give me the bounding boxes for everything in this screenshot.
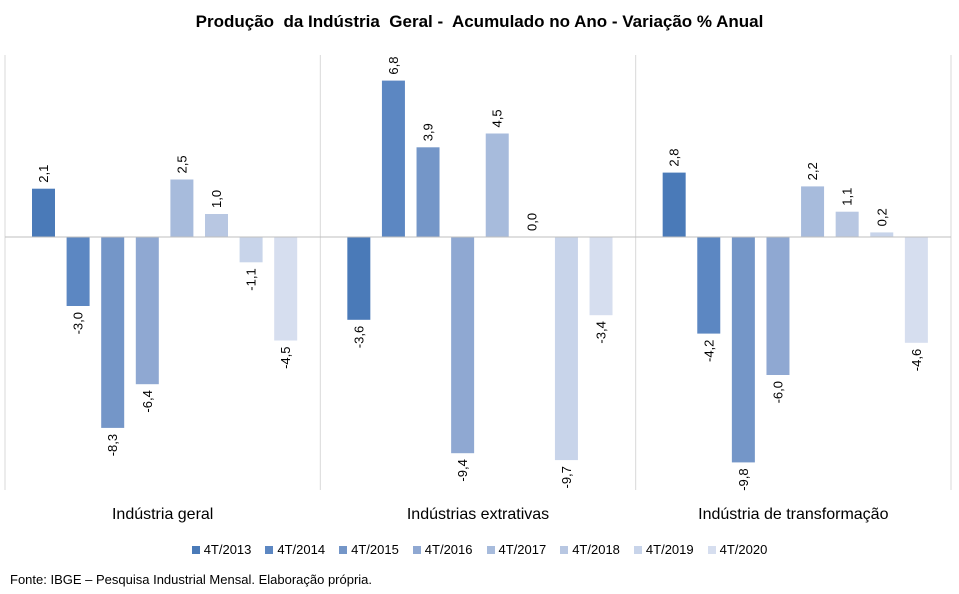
legend-swatch [412, 545, 421, 554]
bar [870, 232, 894, 237]
data-label: -9,7 [559, 466, 574, 488]
legend-label: 4T/2019 [645, 542, 694, 557]
data-label: 0,0 [524, 213, 539, 231]
bar [589, 237, 613, 316]
bar [32, 188, 55, 237]
data-label: -3,0 [71, 312, 86, 334]
bar [101, 237, 125, 428]
legend: 4T/2013 4T/2014 4T/2015 4T/2016 4T/2017 4T/20… [0, 542, 959, 557]
legend-item: 4T/2014 [265, 542, 325, 557]
data-label: 2,8 [667, 149, 682, 167]
bar [801, 186, 825, 237]
legend-item: 4T/2018 [560, 542, 620, 557]
legend-swatch [265, 545, 274, 554]
data-label: -4,5 [278, 347, 293, 369]
legend-label: 4T/2015 [351, 542, 399, 557]
legend-label: 4T/2013 [203, 542, 252, 557]
category-label: Indústrias extrativas [407, 506, 549, 523]
data-label: 0,2 [874, 208, 889, 226]
data-label: -4,2 [701, 340, 716, 362]
legend-swatch [339, 545, 348, 554]
data-label: 2,1 [36, 165, 51, 183]
data-label: -3,6 [351, 326, 366, 348]
legend-label: 4T/2020 [719, 542, 768, 557]
legend-swatch [560, 545, 569, 554]
legend-item: 4T/2020 [707, 542, 768, 557]
data-label: 4,5 [490, 109, 505, 127]
legend-swatch [633, 545, 642, 554]
data-label: -9,8 [736, 468, 751, 490]
data-label: -1,1 [244, 268, 259, 290]
bar [205, 214, 228, 237]
data-label: 6,8 [386, 57, 401, 75]
data-label: -4,6 [909, 349, 924, 371]
data-label: 2,2 [805, 162, 820, 180]
data-label: -6,4 [140, 390, 155, 412]
chart-title: Produção da Indústria Geral - Acumulado … [195, 12, 764, 31]
bar [66, 237, 90, 306]
data-label: 3,9 [421, 123, 436, 141]
legend-label: 4T/2017 [498, 542, 547, 557]
bar [416, 147, 440, 237]
legend-item: 4T/2016 [412, 542, 473, 557]
bar [485, 133, 509, 237]
bar [904, 237, 928, 343]
legend-item: 4T/2015 [339, 542, 399, 557]
legend-swatch [707, 545, 716, 554]
legend-label: 4T/2014 [277, 542, 326, 557]
data-label: -8,3 [105, 434, 120, 456]
legend-swatch [191, 545, 200, 554]
source-note: Fonte: IBGE – Pesquisa Industrial Mensal… [10, 572, 373, 587]
legend-item: 4T/2019 [633, 542, 694, 557]
bar [662, 172, 686, 237]
bar [835, 211, 859, 237]
bar [766, 237, 790, 375]
data-label: -3,4 [594, 321, 609, 343]
bar [731, 237, 755, 463]
chart-plot: 2,1 -3,0 -8,3 -6,4 2,5 1,0 -1,1 -4,5 Indústria g… [4, 55, 952, 523]
legend-item: 4T/2017 [486, 542, 547, 557]
bar [135, 237, 159, 385]
data-label: 2,5 [174, 155, 189, 173]
legend-label: 4T/2016 [424, 542, 473, 557]
bar [697, 237, 721, 334]
bar [554, 237, 578, 461]
category-label: Indústria geral [112, 506, 213, 523]
bar [274, 237, 298, 341]
bar [239, 237, 263, 263]
data-label: -6,0 [770, 381, 785, 403]
category-label: Indústria de transformação [698, 506, 888, 523]
data-label: -9,4 [455, 459, 470, 481]
bar [381, 80, 405, 237]
data-label: 1,1 [840, 188, 855, 206]
bar [347, 237, 371, 320]
bar [451, 237, 475, 454]
legend-label: 4T/2018 [572, 542, 620, 557]
legend-item: 4T/2013 [191, 542, 252, 557]
legend-swatch [486, 545, 495, 554]
data-label: 1,0 [209, 190, 224, 208]
bar [170, 179, 194, 237]
